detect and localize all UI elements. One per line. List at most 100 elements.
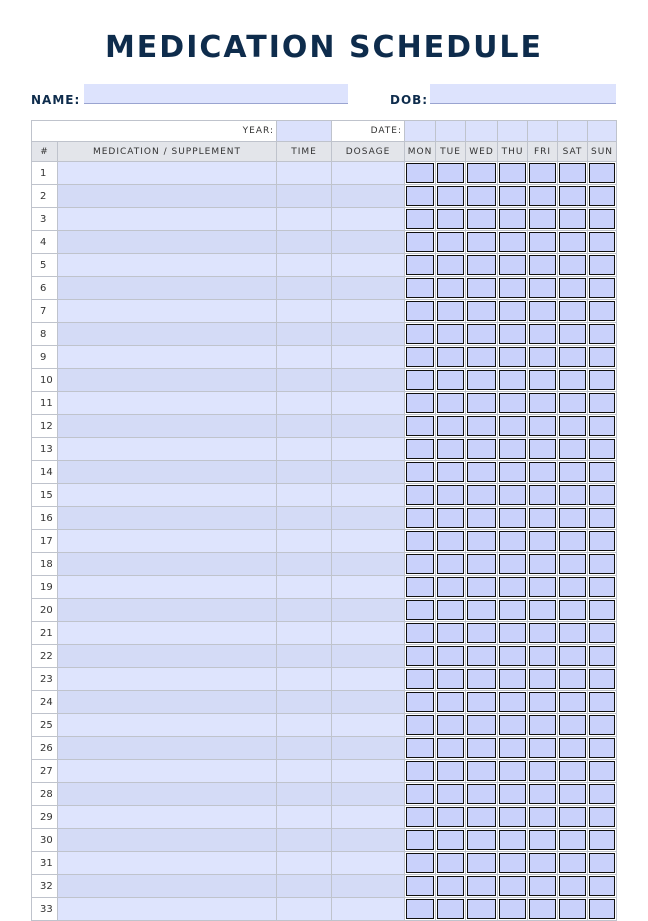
checkbox-fri[interactable] [529,347,557,367]
checkbox-tue[interactable] [437,761,465,781]
checkbox-fri[interactable] [529,899,557,919]
checkbox-tue[interactable] [437,209,465,229]
dosage-cell[interactable] [331,391,406,415]
checkbox-thu[interactable] [499,669,527,689]
medication-cell[interactable] [56,276,278,300]
checkbox-sat[interactable] [559,761,587,781]
checkbox-sat[interactable] [559,370,587,390]
checkbox-mon[interactable] [406,853,435,873]
checkbox-sat[interactable] [559,876,587,896]
checkbox-thu[interactable] [499,278,527,298]
medication-cell[interactable] [56,851,278,875]
checkbox-tue[interactable] [437,830,465,850]
checkbox-sat[interactable] [559,830,587,850]
checkbox-tue[interactable] [437,186,465,206]
checkbox-mon[interactable] [406,186,435,206]
medication-cell[interactable] [56,230,278,254]
checkbox-mon[interactable] [406,669,435,689]
checkbox-thu[interactable] [499,830,527,850]
medication-cell[interactable] [56,897,278,921]
medication-cell[interactable] [56,460,278,484]
checkbox-sat[interactable] [559,347,587,367]
checkbox-wed[interactable] [467,830,497,850]
name-field[interactable] [84,84,348,104]
checkbox-wed[interactable] [467,807,497,827]
checkbox-tue[interactable] [437,554,465,574]
checkbox-sat[interactable] [559,439,587,459]
checkbox-wed[interactable] [467,416,497,436]
checkbox-thu[interactable] [499,416,527,436]
checkbox-sat[interactable] [559,623,587,643]
checkbox-sun[interactable] [589,186,616,206]
date-field[interactable] [497,120,529,142]
checkbox-fri[interactable] [529,186,557,206]
time-cell[interactable] [276,598,333,622]
checkbox-wed[interactable] [467,186,497,206]
dosage-cell[interactable] [331,506,406,530]
dosage-cell[interactable] [331,759,406,783]
checkbox-sun[interactable] [589,784,616,804]
dosage-cell[interactable] [331,736,406,760]
checkbox-wed[interactable] [467,600,497,620]
checkbox-sun[interactable] [589,899,616,919]
checkbox-thu[interactable] [499,393,527,413]
checkbox-fri[interactable] [529,232,557,252]
dosage-cell[interactable] [331,253,406,277]
checkbox-mon[interactable] [406,738,435,758]
dosage-cell[interactable] [331,713,406,737]
checkbox-wed[interactable] [467,669,497,689]
checkbox-fri[interactable] [529,761,557,781]
dosage-cell[interactable] [331,552,406,576]
date-field[interactable] [435,120,467,142]
time-cell[interactable] [276,460,333,484]
checkbox-mon[interactable] [406,899,435,919]
time-cell[interactable] [276,207,333,231]
checkbox-wed[interactable] [467,255,497,275]
checkbox-fri[interactable] [529,485,557,505]
checkbox-sun[interactable] [589,209,616,229]
checkbox-thu[interactable] [499,163,527,183]
checkbox-sat[interactable] [559,416,587,436]
checkbox-thu[interactable] [499,531,527,551]
time-cell[interactable] [276,690,333,714]
checkbox-tue[interactable] [437,715,465,735]
dosage-cell[interactable] [331,598,406,622]
medication-cell[interactable] [56,253,278,277]
checkbox-mon[interactable] [406,439,435,459]
checkbox-fri[interactable] [529,830,557,850]
checkbox-tue[interactable] [437,370,465,390]
time-cell[interactable] [276,184,333,208]
checkbox-sat[interactable] [559,278,587,298]
checkbox-sat[interactable] [559,853,587,873]
checkbox-sun[interactable] [589,485,616,505]
time-cell[interactable] [276,667,333,691]
checkbox-fri[interactable] [529,209,557,229]
checkbox-sun[interactable] [589,347,616,367]
checkbox-thu[interactable] [499,485,527,505]
checkbox-thu[interactable] [499,807,527,827]
checkbox-tue[interactable] [437,899,465,919]
time-cell[interactable] [276,345,333,369]
time-cell[interactable] [276,299,333,323]
checkbox-wed[interactable] [467,692,497,712]
checkbox-mon[interactable] [406,554,435,574]
checkbox-mon[interactable] [406,370,435,390]
checkbox-tue[interactable] [437,163,465,183]
medication-cell[interactable] [56,782,278,806]
checkbox-thu[interactable] [499,324,527,344]
dosage-cell[interactable] [331,874,406,898]
checkbox-tue[interactable] [437,324,465,344]
dob-field[interactable] [430,84,616,104]
checkbox-sun[interactable] [589,715,616,735]
checkbox-fri[interactable] [529,715,557,735]
checkbox-mon[interactable] [406,623,435,643]
checkbox-mon[interactable] [406,600,435,620]
checkbox-tue[interactable] [437,853,465,873]
medication-cell[interactable] [56,828,278,852]
medication-cell[interactable] [56,483,278,507]
checkbox-mon[interactable] [406,807,435,827]
checkbox-fri[interactable] [529,738,557,758]
checkbox-tue[interactable] [437,738,465,758]
checkbox-fri[interactable] [529,577,557,597]
checkbox-tue[interactable] [437,646,465,666]
